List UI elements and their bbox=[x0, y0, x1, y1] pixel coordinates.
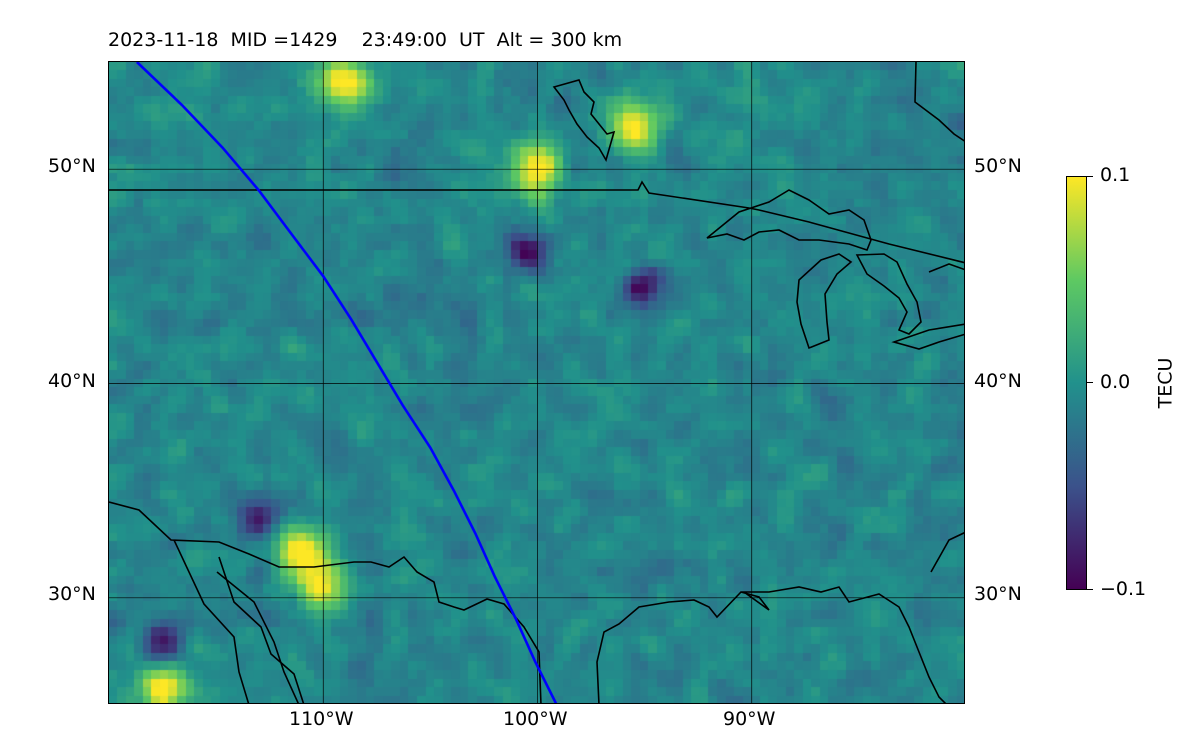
coastlines-borders bbox=[109, 62, 964, 703]
lat-label-50-right: 50°N bbox=[974, 155, 1022, 177]
hudson-bay-coast bbox=[552, 79, 616, 163]
baja-inner bbox=[218, 556, 305, 703]
lat-label-40-right: 40°N bbox=[974, 370, 1022, 392]
colorbar-tick-zero bbox=[1087, 382, 1093, 383]
us-mexico-border bbox=[109, 501, 542, 703]
mainland-west bbox=[216, 571, 299, 703]
baja-california bbox=[173, 539, 250, 703]
colorbar bbox=[1066, 176, 1087, 590]
lat-label-40-left: 40°N bbox=[48, 370, 96, 392]
hudson-bay-east bbox=[914, 62, 964, 142]
gridlines bbox=[109, 62, 964, 703]
lat-label-30-left: 30°N bbox=[48, 583, 96, 605]
lake-erie bbox=[891, 323, 964, 350]
great-lakes-east bbox=[928, 263, 964, 273]
colorbar-label-max: 0.1 bbox=[1100, 164, 1131, 186]
florida-coast bbox=[930, 532, 964, 573]
colorbar-title: TECU bbox=[1154, 357, 1177, 409]
colorbar-tick-max bbox=[1087, 176, 1093, 177]
lon-label-90w: 90°W bbox=[723, 708, 776, 730]
satellite-track bbox=[136, 62, 558, 703]
colorbar-tick-min bbox=[1087, 589, 1093, 590]
lon-label-110w: 110°W bbox=[289, 708, 354, 730]
colorbar-label-zero: 0.0 bbox=[1100, 371, 1131, 393]
lat-label-30-right: 30°N bbox=[974, 583, 1022, 605]
lake-michigan bbox=[796, 253, 853, 350]
map-overlay bbox=[109, 62, 964, 703]
us-canada-border bbox=[109, 180, 964, 264]
lon-label-100w: 100°W bbox=[503, 708, 568, 730]
lat-label-50-left: 50°N bbox=[48, 155, 96, 177]
colorbar-label-min: −0.1 bbox=[1100, 578, 1147, 600]
map-title: 2023-11-18 MID =1429 23:49:00 UT Alt = 3… bbox=[108, 29, 623, 51]
map-panel bbox=[108, 61, 965, 704]
lake-huron bbox=[855, 253, 922, 335]
lake-superior bbox=[706, 189, 872, 251]
gulf-coast bbox=[596, 586, 947, 703]
